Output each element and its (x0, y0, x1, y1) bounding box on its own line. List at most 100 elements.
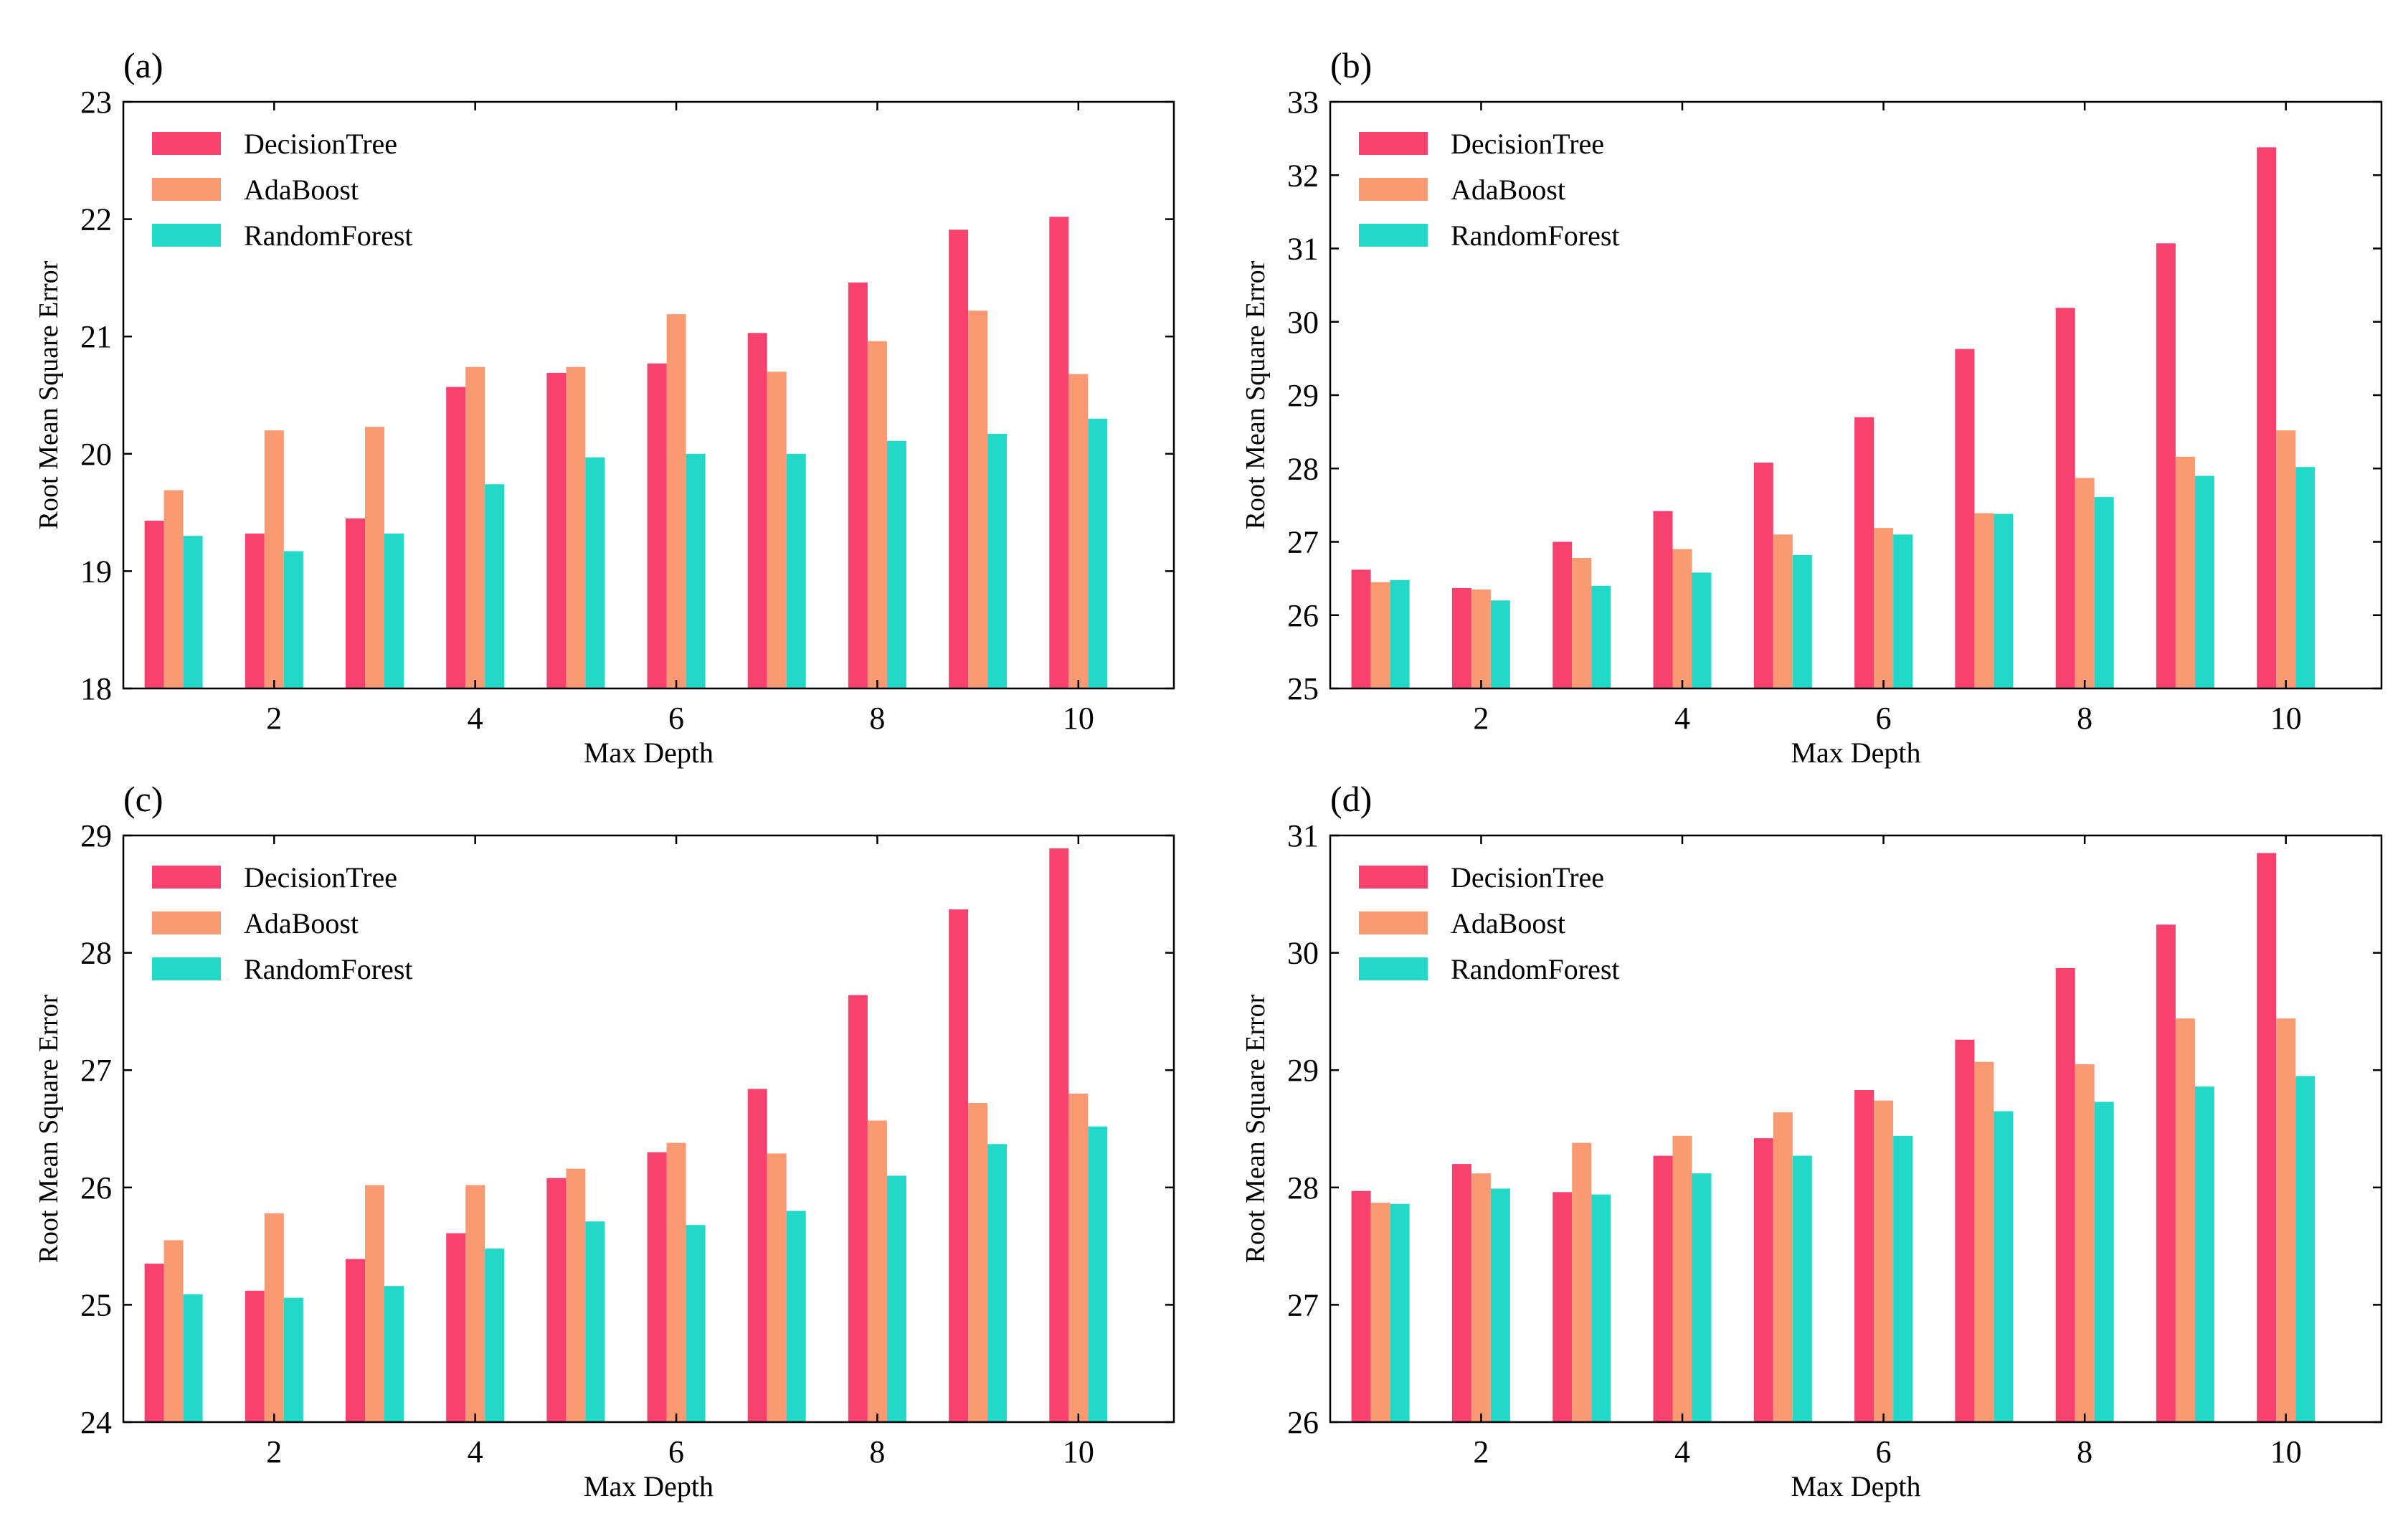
y-tick-label: 31 (1287, 232, 1319, 267)
bar-adaboost-6 (666, 314, 686, 689)
bar-randomforest-5 (1792, 1155, 1812, 1422)
y-tick-label: 26 (80, 1170, 112, 1206)
bar-randomforest-9 (2194, 475, 2214, 688)
y-tick-label: 28 (80, 936, 112, 971)
bar-randomforest-10 (2295, 1076, 2315, 1422)
bar-randomforest-10 (1088, 418, 1108, 688)
x-tick-label: 4 (468, 701, 483, 736)
x-tick-label: 10 (1063, 1434, 1094, 1469)
y-tick-label: 32 (1287, 158, 1319, 193)
bar-randomforest-6 (686, 1225, 706, 1422)
bar-decisiontree-9 (949, 909, 969, 1422)
bar-decisiontree-4 (1653, 1155, 1673, 1422)
panel-label: (c) (123, 779, 163, 819)
plot-frame (1329, 834, 2383, 1424)
bar-adaboost-9 (2175, 1018, 2195, 1422)
legend-label-adaboost: AdaBoost (244, 907, 359, 939)
bar-randomforest-5 (585, 457, 605, 688)
legend-label-decisiontree: DecisionTree (244, 861, 397, 894)
y-tick-label: 25 (1287, 671, 1319, 706)
bar-decisiontree-1 (144, 521, 164, 688)
bar-adaboost-4 (465, 1185, 485, 1422)
y-tick-label: 23 (80, 85, 112, 120)
bar-adaboost-8 (2075, 1064, 2095, 1422)
legend: DecisionTree AdaBoost RandomForest (1359, 861, 1620, 985)
bar-adaboost-3 (1572, 558, 1592, 688)
bar-decisiontree-7 (1955, 349, 1975, 688)
x-tick-label: 4 (1674, 1434, 1690, 1469)
bar-randomforest-10 (2295, 467, 2315, 688)
legend-swatch-decisiontree (1359, 866, 1428, 889)
bar-adaboost-9 (968, 311, 988, 688)
bar-adaboost-8 (867, 341, 887, 688)
x-tick-label: 10 (2270, 701, 2302, 736)
bar-decisiontree-3 (346, 518, 365, 688)
y-tick-label: 24 (80, 1405, 112, 1440)
legend-label-adaboost: AdaBoost (1451, 907, 1565, 939)
y-tick-label: 26 (1287, 598, 1319, 633)
bar-adaboost-2 (1471, 1173, 1491, 1422)
bar-decisiontree-7 (1955, 1039, 1975, 1422)
bar-adaboost-8 (2075, 478, 2095, 688)
x-tick-label: 8 (869, 1434, 885, 1469)
bar-randomforest-7 (1994, 1111, 2014, 1422)
x-tick-label: 2 (1473, 701, 1489, 736)
bar-decisiontree-4 (1653, 511, 1673, 688)
y-tick-label: 33 (1287, 85, 1319, 120)
bar-randomforest-3 (384, 1286, 404, 1422)
bar-randomforest-4 (485, 1248, 505, 1422)
x-tick-label: 6 (668, 701, 684, 736)
bar-randomforest-8 (2094, 1102, 2114, 1422)
bar-randomforest-8 (886, 1175, 906, 1422)
legend-swatch-decisiontree (1359, 132, 1428, 155)
bar-randomforest-1 (1390, 1203, 1410, 1422)
bar-decisiontree-10 (1049, 848, 1069, 1422)
y-tick-label: 26 (1287, 1405, 1319, 1440)
y-tick-label: 19 (80, 554, 112, 589)
bar-randomforest-5 (585, 1221, 605, 1422)
bar-adaboost-3 (1572, 1142, 1592, 1422)
bar-decisiontree-6 (1854, 417, 1874, 688)
x-tick-label: 10 (2270, 1434, 2302, 1469)
y-axis-label: Root Mean Square Error (34, 260, 64, 529)
bar-adaboost-2 (264, 1213, 284, 1422)
bar-decisiontree-1 (144, 1264, 164, 1422)
legend-swatch-decisiontree (152, 132, 221, 155)
bar-randomforest-4 (1692, 1173, 1712, 1422)
bar-decisiontree-4 (446, 387, 466, 688)
y-tick-label: 27 (1287, 525, 1319, 560)
legend-label-decisiontree: DecisionTree (244, 128, 397, 160)
legend-swatch-adaboost (1359, 911, 1428, 934)
bar-randomforest-5 (1792, 554, 1812, 688)
bar-adaboost-3 (365, 1185, 384, 1422)
x-tick-label: 6 (668, 1434, 684, 1469)
x-axis-label: Max Depth (1791, 737, 1920, 769)
x-tick-label: 2 (266, 701, 282, 736)
legend-swatch-adaboost (152, 178, 221, 201)
y-axis-label: Root Mean Square Error (34, 994, 64, 1263)
x-tick-label: 2 (266, 1434, 282, 1469)
legend-label-randomforest: RandomForest (244, 953, 413, 985)
bar-randomforest-2 (1490, 1188, 1510, 1422)
legend-label-adaboost: AdaBoost (244, 174, 359, 206)
bar-adaboost-9 (968, 1103, 988, 1422)
legend-label-randomforest: RandomForest (244, 219, 413, 252)
y-tick-label: 31 (1287, 818, 1319, 853)
bar-randomforest-3 (384, 534, 404, 688)
bar-adaboost-5 (1773, 1112, 1793, 1422)
legend-label-randomforest: RandomForest (1451, 953, 1620, 985)
bar-decisiontree-6 (647, 363, 667, 688)
chart-panel-2: 25 26 27 28 29 30 31 32 33 2 4 6 8 10 Max Depth Root Me… (1241, 45, 2383, 769)
bar-decisiontree-2 (245, 534, 265, 688)
bar-randomforest-7 (786, 453, 806, 688)
bar-adaboost-7 (767, 371, 787, 688)
legend-swatch-randomforest (152, 957, 221, 980)
bar-decisiontree-10 (2257, 147, 2277, 688)
bar-randomforest-9 (987, 434, 1008, 688)
bar-randomforest-1 (1390, 579, 1410, 688)
bar-adaboost-5 (566, 1168, 586, 1422)
chart-panel-4: 26 27 28 29 30 31 2 4 6 8 10 Max Depth Root Mean Squ… (1241, 779, 2383, 1502)
bar-decisiontree-6 (1854, 1090, 1874, 1422)
